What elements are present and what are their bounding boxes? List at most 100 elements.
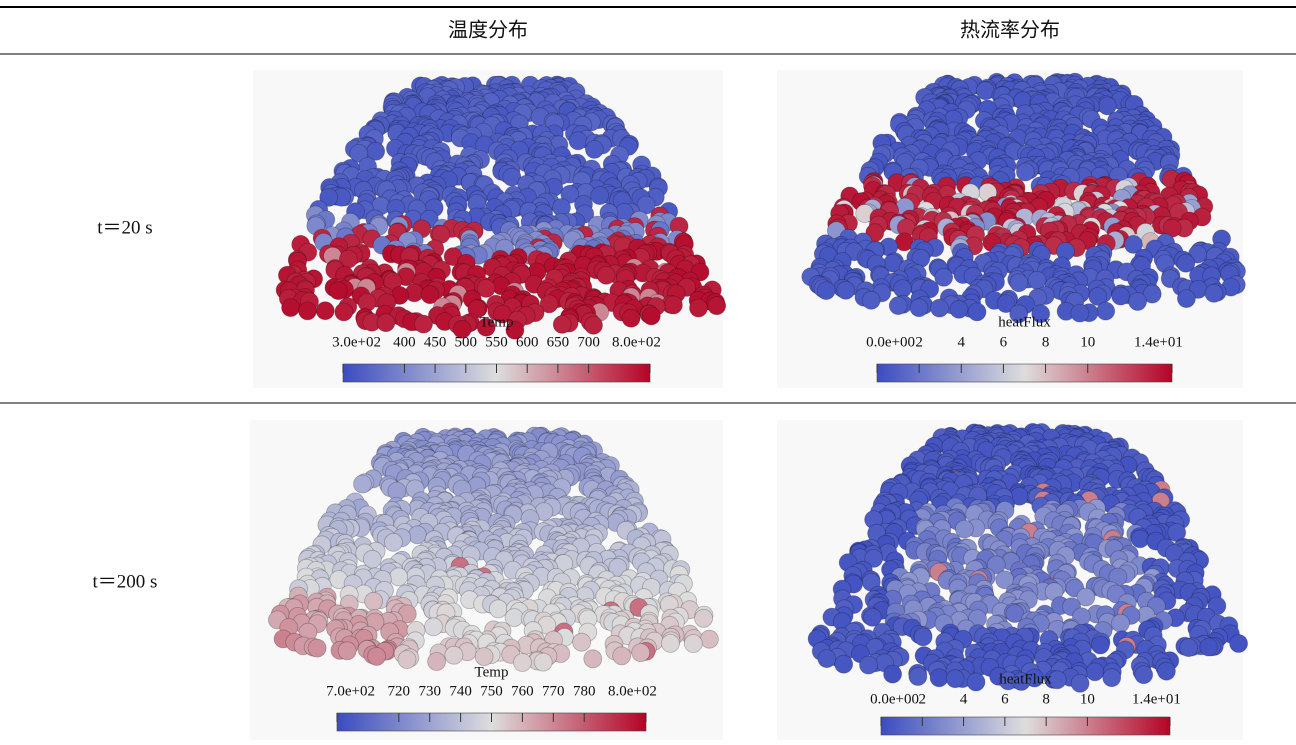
column-header: 温度分布 [448,18,528,42]
particle [424,617,443,637]
particle [707,296,727,316]
particle [1177,289,1196,309]
particle [834,654,854,674]
particle [893,279,912,299]
colorbar-title: Temp [475,664,509,680]
colorbar [880,716,1171,736]
particle [584,315,603,335]
particle [364,591,384,611]
particle [452,319,472,339]
particle [664,295,683,315]
particle [414,314,433,334]
particle [1229,634,1248,653]
particle [328,281,348,301]
particle [700,629,719,649]
particle [590,186,610,206]
particle [376,313,396,333]
colorbar-tick-label: 8.0e+02 [608,683,657,699]
particle [353,474,372,494]
particle [1096,301,1116,321]
panel-image [777,70,1246,388]
column-header: 热流率分布 [960,18,1060,42]
particle [513,653,532,672]
particle [319,187,339,207]
particle [888,296,908,316]
colorbar-tick-label: 550 [485,334,508,350]
particle [383,532,403,552]
particle [1102,668,1122,688]
particle [389,567,409,587]
particle [1111,286,1130,306]
particle [505,320,525,340]
panel-image [253,70,727,388]
particle [1134,665,1154,685]
particle [585,139,604,159]
particle [883,664,902,684]
particle [859,655,878,675]
particle [636,195,656,215]
colorbar-tick-label: 720 [388,683,411,699]
colorbar-tick-label: 700 [577,334,600,350]
particle [1130,529,1150,549]
colorbar-tick-label: 740 [449,683,472,699]
particle [621,308,641,328]
particle [631,643,651,662]
particle [1199,637,1219,657]
particle [930,298,949,318]
colorbar-tick-label: 450 [424,334,447,350]
colorbar-tick-label: 8 [1042,334,1050,350]
particle [689,298,708,318]
particle [683,634,703,653]
particle [967,302,987,322]
colorbar-tick-label: 3.0e+02 [332,334,381,350]
particle [474,647,494,666]
row-label: t＝200 s [93,571,158,592]
colorbar [876,363,1173,383]
colorbar-tick-label: 8 [1042,691,1050,707]
particle [1009,273,1029,293]
particle [307,638,327,658]
particle [966,672,986,692]
particle [908,667,928,686]
colorbar-tick-label: 730 [418,683,441,699]
particle [612,646,632,666]
particle [315,301,335,321]
particle [817,649,837,668]
particle [407,525,427,545]
row-label: t＝20 s [97,217,152,238]
particle [1157,661,1176,681]
particle [1176,253,1196,273]
colorbar-tick-label: 600 [516,334,539,350]
colorbar-tick-label: 1.4e+01 [1134,334,1183,350]
particle [929,668,949,688]
particle [572,632,591,652]
particle [816,281,836,301]
particle [949,299,969,319]
colorbar-tick-label: 780 [573,683,596,699]
particle [568,131,588,151]
particle [1070,303,1090,323]
particle [1085,662,1105,682]
particle [861,290,881,310]
particle [1179,638,1198,657]
colorbar-tick-label: 10 [1080,691,1095,707]
colorbar-tick-label: 0.0e+00 [870,691,919,707]
colorbar-tick-label: 650 [547,334,570,350]
colorbar-tick-label: 750 [480,683,503,699]
colorbar-title: Temp [480,314,514,330]
colorbar-tick-label: 4 [958,334,966,350]
particle [1070,673,1090,693]
particle [444,645,464,665]
colorbar-tick-label: 7.0e+02 [326,683,375,699]
particle [641,306,661,326]
particle [367,647,387,666]
particle [281,298,301,318]
particle [1124,234,1143,254]
colorbar-tick-label: 2 [919,691,927,707]
colorbar-tick-label: 8.0e+02 [612,334,661,350]
particle [488,599,508,619]
colorbar-tick-label: 400 [393,334,416,350]
particle [1016,162,1035,182]
colorbar-tick-label: 760 [511,683,534,699]
colorbar-tick-label: 0.0e+00 [866,334,915,350]
